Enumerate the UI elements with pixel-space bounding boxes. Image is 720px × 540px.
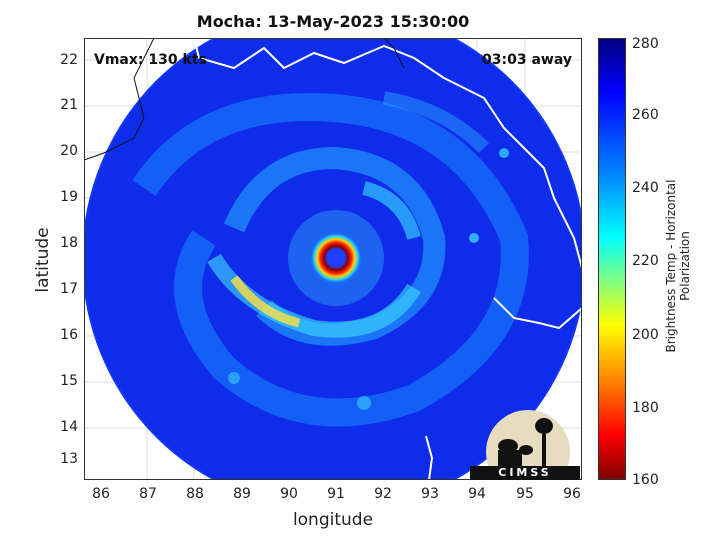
ytick-label: 18 <box>60 235 78 251</box>
xtick-label: 93 <box>421 486 439 502</box>
colorbar-tick: 260 <box>632 107 659 123</box>
ytick-label: 20 <box>60 143 78 159</box>
xtick-label: 87 <box>139 486 157 502</box>
ytick-label: 16 <box>60 327 78 343</box>
time-away-annotation: 03:03 away <box>482 52 572 68</box>
ytick-label: 14 <box>60 419 78 435</box>
xtick-label: 91 <box>327 486 345 502</box>
colorbar-tick: 240 <box>632 180 659 196</box>
colorbar-label: Brightness Temp - Horizontal Polarizatio… <box>664 179 692 353</box>
xtick-label: 89 <box>233 486 251 502</box>
ytick-label: 19 <box>60 189 78 205</box>
ytick-label: 15 <box>60 373 78 389</box>
cimss-logo <box>470 410 580 480</box>
satellite-map <box>84 38 582 480</box>
colorbar-tick: 200 <box>632 327 659 343</box>
ytick-label: 13 <box>60 451 78 467</box>
xtick-label: 94 <box>468 486 486 502</box>
colorbar-tick: 160 <box>632 472 659 488</box>
y-axis-label: latitude <box>33 227 53 293</box>
xtick-label: 88 <box>186 486 204 502</box>
colorbar-tick: 220 <box>632 253 659 269</box>
colorbar <box>598 38 626 480</box>
vmax-annotation: Vmax: 130 kts <box>94 52 207 68</box>
ytick-label: 17 <box>60 281 78 297</box>
brightness-temp-swath <box>84 38 582 480</box>
xtick-label: 95 <box>516 486 534 502</box>
x-axis-label: longitude <box>292 510 374 530</box>
cimss-logo-text: CIMSS <box>498 466 552 479</box>
figure-title: Mocha: 13-May-2023 15:30:00 <box>196 12 470 31</box>
ytick-label: 21 <box>60 97 78 113</box>
ytick-label: 22 <box>60 52 78 68</box>
coastline-outside <box>84 38 405 161</box>
xtick-label: 92 <box>374 486 392 502</box>
xtick-label: 96 <box>563 486 581 502</box>
colorbar-tick: 180 <box>632 400 659 416</box>
coastline <box>193 38 582 480</box>
xtick-label: 86 <box>92 486 110 502</box>
colorbar-tick: 280 <box>632 36 659 52</box>
xtick-label: 90 <box>280 486 298 502</box>
